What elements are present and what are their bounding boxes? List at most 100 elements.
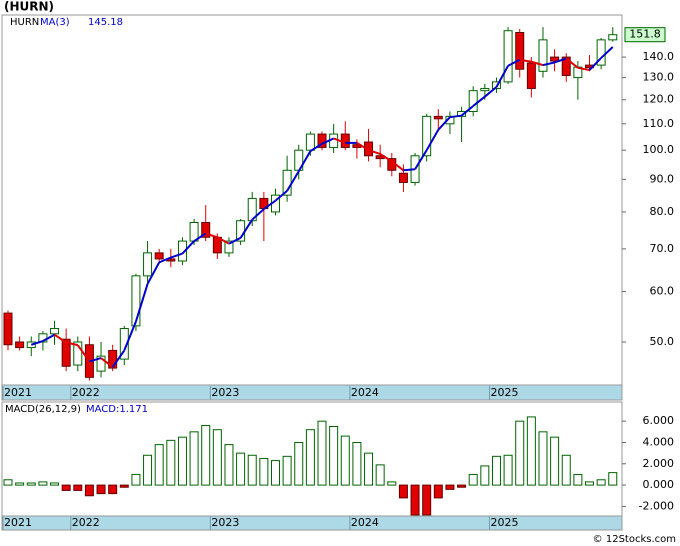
ma-line <box>89 357 102 363</box>
last-price-box <box>624 27 666 43</box>
time-band <box>1 515 623 531</box>
y-tick-label: 140.0 <box>643 50 675 63</box>
ma-line <box>297 150 312 172</box>
macd-bar <box>236 452 246 486</box>
candle-body <box>201 222 211 238</box>
x-tick-label: 2022 <box>72 516 100 529</box>
y-tick-label: 2.000 <box>643 457 675 470</box>
macd-title: MACD(26,12,9) <box>5 404 81 415</box>
macd-bar <box>166 439 176 486</box>
ma-line <box>472 95 486 107</box>
ma-line <box>309 142 323 152</box>
macd-bar <box>538 431 548 486</box>
macd-bar <box>422 484 432 516</box>
ma-line <box>425 129 440 151</box>
macd-bar <box>177 436 187 486</box>
macd-bar <box>294 441 304 486</box>
ma-line <box>181 240 195 255</box>
macd-bar <box>608 472 618 486</box>
ma-line <box>42 333 55 342</box>
macd-bar <box>84 484 94 497</box>
candle-body <box>317 133 327 148</box>
macd-bar <box>433 484 443 499</box>
candle-body <box>73 341 83 366</box>
candle-body <box>177 240 187 262</box>
candle-body <box>305 133 315 151</box>
macd-bar <box>573 473 583 486</box>
candle-body <box>422 115 432 157</box>
ma-line <box>403 168 416 172</box>
ma-value: 145.18 <box>88 17 123 28</box>
ma-line <box>274 190 288 202</box>
ma-line <box>542 61 555 67</box>
ma-line <box>216 236 230 245</box>
macd-bar <box>503 454 513 486</box>
macd-bar <box>398 484 408 499</box>
ma-line <box>391 160 405 172</box>
macd-bar <box>410 484 420 516</box>
macd-bar <box>364 452 374 486</box>
footer: © 12Stocks.com <box>593 534 676 545</box>
candle-body <box>340 133 350 148</box>
x-tick-label: 2021 <box>4 516 32 529</box>
y-tick-label: 0.000 <box>643 478 675 491</box>
macd-bar <box>468 473 478 486</box>
macd-bar <box>526 416 536 486</box>
ma-line <box>193 232 207 242</box>
macd-bar <box>50 482 60 486</box>
candle-body <box>119 327 129 360</box>
ma-line <box>170 252 183 259</box>
ma-line <box>228 237 242 245</box>
candle-body <box>515 32 525 70</box>
macd-bar <box>457 484 467 488</box>
ma-line <box>76 344 91 363</box>
ma-line <box>251 208 265 221</box>
ma-line <box>368 149 381 155</box>
macd-bar <box>73 484 83 491</box>
macd-bar <box>387 481 397 486</box>
x-tick-label: 2021 <box>4 386 32 399</box>
y-tick-label: 90.0 <box>650 172 675 185</box>
x-tick-label: 2023 <box>211 516 239 529</box>
ma-line <box>519 58 532 63</box>
candle-body <box>364 141 374 157</box>
ma-line <box>588 57 602 71</box>
macd-bar <box>201 424 211 486</box>
ma-line <box>239 219 254 239</box>
ma-line <box>263 199 277 210</box>
x-tick-label: 2024 <box>351 386 379 399</box>
candle-body <box>131 275 141 327</box>
ma-line <box>111 349 126 368</box>
ma-line <box>65 341 79 347</box>
x-tick-label: 2025 <box>490 386 518 399</box>
macd-bar <box>189 431 199 486</box>
candle-body <box>96 355 106 372</box>
ma-line <box>565 57 579 69</box>
macd-bar <box>317 420 327 486</box>
candle-body <box>61 338 71 367</box>
candle-body <box>15 341 25 349</box>
x-tick-label: 2025 <box>490 516 518 529</box>
macd-bar <box>561 454 571 486</box>
y-tick-label: 70.0 <box>650 242 675 255</box>
chart-title: (HURN) <box>4 0 54 14</box>
macd-bar <box>596 479 606 486</box>
ma-line <box>577 66 590 72</box>
candle-body <box>503 30 513 83</box>
macd-bar <box>340 435 350 486</box>
macd-bar <box>375 464 385 486</box>
macd-bar <box>143 454 153 486</box>
x-tick-label: 2022 <box>72 386 100 399</box>
ma-line <box>333 137 346 144</box>
ma-line <box>30 340 44 346</box>
x-tick-label: 2023 <box>211 386 239 399</box>
macd-bar <box>445 484 455 490</box>
x-tick-label: 2024 <box>351 516 379 529</box>
macd-bar <box>247 454 257 486</box>
ma-line <box>100 357 114 368</box>
macd-bar <box>282 455 292 486</box>
ma-line <box>123 321 137 351</box>
macd-bar <box>550 436 560 486</box>
candle-body <box>468 90 478 113</box>
candle-body <box>526 62 536 89</box>
